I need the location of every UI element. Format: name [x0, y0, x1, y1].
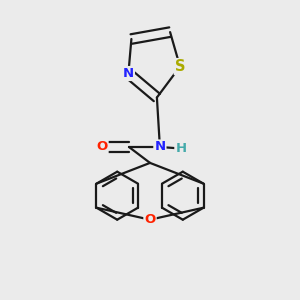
Text: N: N — [123, 67, 134, 80]
Text: N: N — [154, 140, 166, 154]
Text: O: O — [144, 213, 156, 226]
Text: H: H — [175, 142, 187, 155]
Text: S: S — [175, 59, 185, 74]
Text: O: O — [96, 140, 108, 154]
